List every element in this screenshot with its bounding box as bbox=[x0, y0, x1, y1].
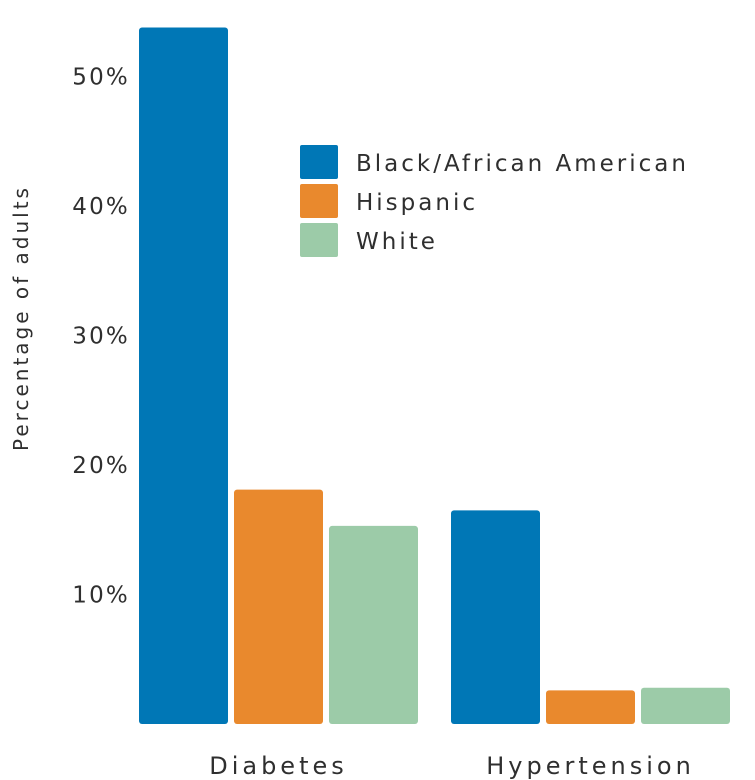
x-tick-label: Diabetes bbox=[209, 752, 348, 780]
y-tick-label: 30% bbox=[72, 324, 130, 350]
y-tick-label: 50% bbox=[72, 65, 130, 91]
bar-diabetes-hispanic bbox=[234, 489, 323, 724]
x-tick-label: Hypertension bbox=[486, 752, 695, 780]
legend-label-black-african-american: Black/African American bbox=[356, 151, 689, 177]
y-axis-label: Percentage of adults bbox=[9, 185, 33, 451]
y-tick-label: 10% bbox=[72, 583, 130, 609]
bar-hypertension-white bbox=[641, 687, 730, 724]
y-tick-label: 20% bbox=[72, 453, 130, 479]
bar-hypertension-black-african-american bbox=[451, 510, 540, 724]
y-tick-label: 40% bbox=[72, 194, 130, 220]
legend: Black/African American Hispanic White bbox=[300, 145, 689, 257]
y-axis-ticks: 10% 20% 30% 40% 50% bbox=[72, 65, 130, 609]
bar-diabetes-black-african-american bbox=[139, 27, 228, 724]
legend-swatch-black-african-american bbox=[300, 145, 338, 179]
x-axis-category-labels: Diabetes Hypertension bbox=[209, 752, 695, 780]
bar-hypertension-hispanic bbox=[546, 690, 635, 724]
bar-diabetes-white bbox=[329, 525, 418, 724]
legend-swatch-hispanic bbox=[300, 184, 338, 218]
legend-swatch-white bbox=[300, 223, 338, 257]
legend-label-white: White bbox=[356, 229, 438, 255]
plot-bars bbox=[139, 27, 730, 724]
legend-label-hispanic: Hispanic bbox=[356, 190, 478, 216]
